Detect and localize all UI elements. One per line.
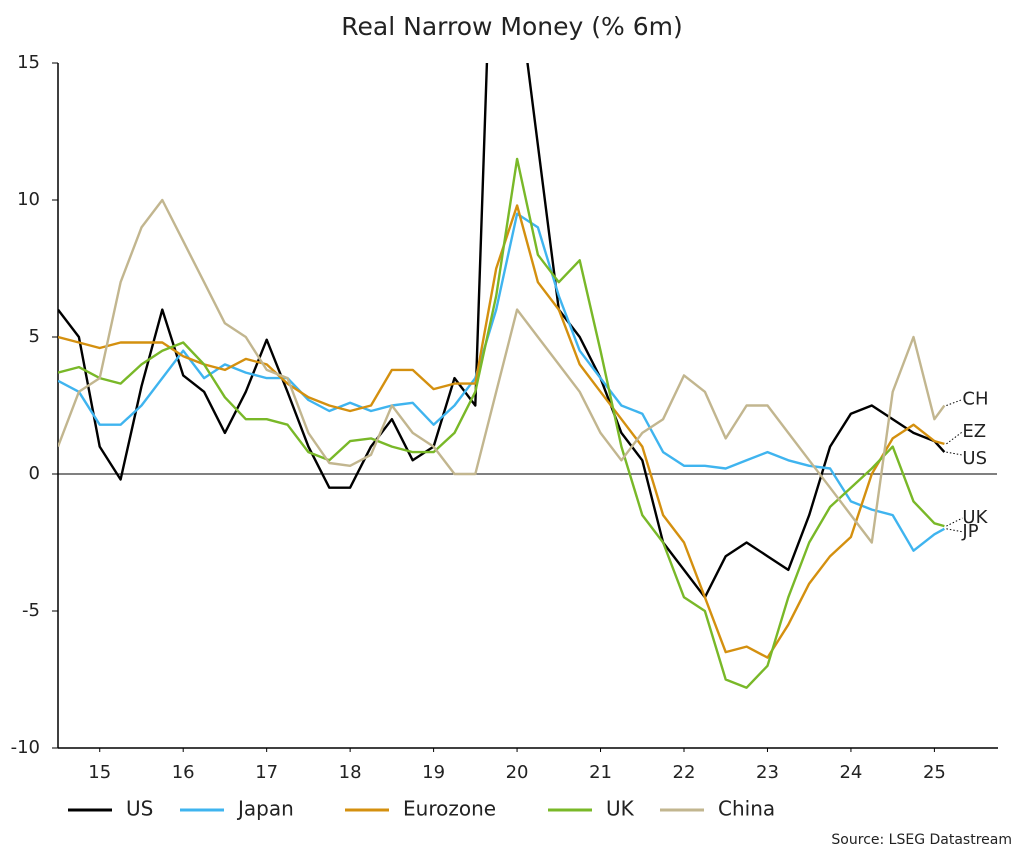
x-tick-label: 16 (172, 762, 195, 783)
series-line (58, 63, 946, 599)
legend-label: UK (606, 797, 635, 821)
series-line (58, 198, 946, 544)
x-tick-label: 19 (422, 762, 445, 783)
series-line (58, 204, 945, 659)
x-tick-label: 20 (506, 762, 529, 783)
end-label: US (962, 448, 987, 469)
series-line (58, 212, 945, 552)
x-tick-label: 24 (839, 762, 862, 783)
series-line (58, 157, 945, 689)
x-tick-label: 17 (255, 762, 278, 783)
y-tick-label: 10 (17, 189, 40, 210)
x-tick-label: 23 (756, 762, 779, 783)
x-tick-label: 21 (589, 762, 612, 783)
legend-label: Japan (236, 797, 294, 821)
y-tick-label: -10 (11, 737, 40, 758)
y-tick-label: 0 (29, 463, 40, 484)
end-leader (946, 399, 963, 406)
end-leader (946, 451, 963, 456)
source-note: Source: LSEG Datastream (831, 832, 1012, 848)
end-leader (946, 528, 963, 533)
legend-label: China (718, 797, 775, 821)
end-label: JP (961, 521, 978, 542)
x-tick-label: 18 (339, 762, 362, 783)
end-label: EZ (962, 421, 986, 442)
legend-label: US (126, 797, 153, 821)
end-label: CH (962, 389, 988, 410)
y-tick-label: 5 (29, 326, 40, 347)
x-tick-label: 25 (923, 762, 946, 783)
end-label: UK (962, 507, 988, 528)
x-tick-label: 15 (88, 762, 111, 783)
chart-title: Real Narrow Money (% 6m) (341, 12, 682, 41)
end-leader (946, 517, 963, 527)
legend-label: Eurozone (403, 797, 496, 821)
end-leader (946, 431, 963, 445)
x-tick-label: 22 (673, 762, 696, 783)
y-tick-label: 15 (17, 52, 40, 73)
y-tick-label: -5 (22, 600, 40, 621)
plot-area (58, 63, 946, 689)
